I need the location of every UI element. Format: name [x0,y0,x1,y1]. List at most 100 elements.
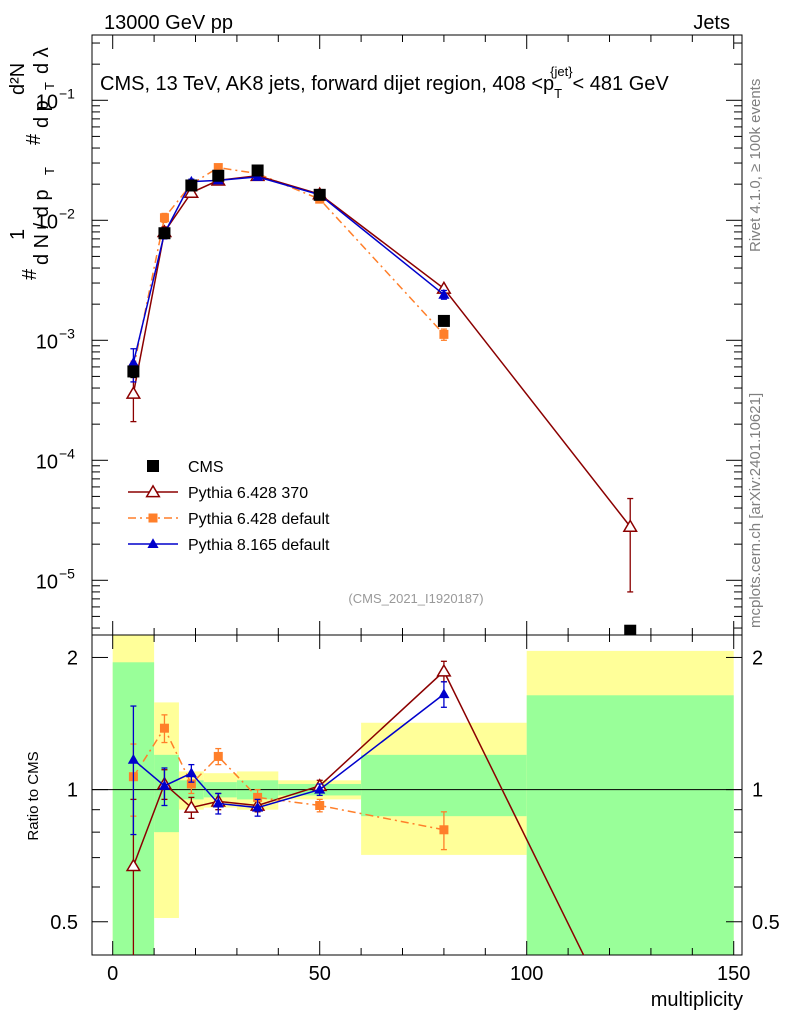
y-tick-exponent: −2 [59,205,75,221]
ratio-point-p6def [213,751,223,761]
ratio-point-p6370 [183,799,200,813]
ratio-point-p8 [185,767,197,778]
ratio-point-p8 [252,801,264,812]
ylabel-t2: T [42,82,57,90]
main-p6def [128,163,449,379]
ylabel-hash2: # [23,133,45,145]
y-tick-label-ratio-right: 0.5 [752,912,780,934]
y-tick-label-ratio: 1 [67,780,78,802]
y-tick-label-ratio: 0.5 [50,912,78,934]
main-point-cms [158,227,171,240]
main-point-p6def [159,213,169,223]
main-cms [127,164,637,635]
main-line-p8 [132,176,445,363]
rivet-version-text: Rivet 4.1.0, ≥ 100k events [747,79,764,252]
ratio-point-p8 [314,783,326,794]
ratio-point-p6370 [436,663,452,677]
y-tick-label-main: 10 [36,211,58,233]
main-point-cms [624,624,637,635]
main-p8 [127,171,450,383]
main-point-cms [127,365,140,378]
y-tick-exponent: −4 [59,445,75,461]
legend-label-p6def: Pythia 6.428 default [188,511,330,528]
main-axes: 10−110−210−310−410−5 [36,34,743,636]
x-tick-label: 50 [309,963,331,985]
main-point-p6370 [183,185,200,198]
y-tick-exponent: −3 [59,325,75,341]
ratio-point-p6370 [125,858,142,872]
mcplots-reference-text: mcplots.cern.ch [arXiv:2401.10621] [747,393,764,628]
main-series-layer [125,163,638,635]
header-right: Jets [693,12,730,34]
main-point-cms [251,164,264,177]
main-point-p8 [127,356,139,367]
ylabel-d2n: d²N [7,63,29,95]
main-point-p8 [438,288,450,299]
x-tick-label: 0 [107,963,118,985]
watermark: (CMS_2021_I1920187) [348,591,483,606]
title-sup: {jet} [550,64,573,79]
ratio-uncertainty-bands [112,635,734,955]
main-point-p6def [439,329,449,339]
main-point-p6def [213,163,223,173]
ratio-axes: 0 50 100 150 2 2 1 1 0.5 0.5 [50,634,780,985]
ratio-p8 [127,681,450,836]
main-point-cms [313,188,326,201]
ratio-point-p6370 [587,968,600,979]
x-tick-label: 150 [717,963,750,985]
ylabel-dn: d N / d p [31,189,53,265]
legend-marker-p6def [148,513,158,523]
chart-title: CMS, 13 TeV, AK8 jets, forward dijet reg… [100,64,669,101]
ylabel-dl: d λ [31,47,53,74]
x-axis-label: multiplicity [651,989,743,1011]
y-axis-label-ratio: Ratio to CMS [25,751,42,840]
legend-label-p8: Pythia 8.165 default [188,537,330,554]
y-axis-label-main: # 1 d N / d p T # d²N d p T d λ [7,47,57,280]
legend-label-cms: CMS [188,459,224,476]
ratio-band-green-7 [526,695,734,955]
ratio-series-layer [125,660,600,979]
y-tick-exponent: −1 [59,85,75,101]
ratio-point-p8 [127,753,139,764]
legend-marker-p6370 [145,484,161,498]
ylabel-t: T [42,167,57,175]
legend-label-p6370: Pythia 6.428 370 [188,485,308,502]
y-tick-label-main: 10 [36,571,58,593]
main-point-cms [212,169,225,182]
title-sub: T [554,86,562,101]
ratio-point-p6def [186,779,196,789]
y-tick-label-main: 10 [36,91,58,113]
ratio-point-p6def [253,792,263,802]
ylabel-hash: # [19,268,41,280]
main-point-cms [437,314,450,327]
y-tick-label-main: 10 [36,451,58,473]
y-tick-label-ratio-right: 1 [752,780,763,802]
main-point-p6370 [125,385,142,399]
legend-marker-cms [147,460,159,472]
ratio-frame [91,634,743,956]
ratio-point-p8 [212,797,224,808]
y-tick-label-ratio: 2 [67,647,78,669]
ylabel-dpt: d p [31,100,53,128]
y-tick-label-ratio-right: 2 [752,647,763,669]
main-point-p6370 [622,519,638,532]
ratio-point-p8 [158,780,171,790]
title-before: CMS, 13 TeV, AK8 jets, forward dijet reg… [100,73,554,95]
main-line-p6def [132,166,445,369]
ratio-point-p6def [159,723,169,733]
legend: CMS Pythia 6.428 370 Pythia 6.428 default P… [128,459,330,554]
ratio-point-p6def [439,825,449,835]
main-p6370 [125,168,638,593]
ylabel-one: 1 [7,229,29,240]
title-after: < 481 GeV [573,73,670,95]
header-left: 13000 GeV pp [104,12,233,34]
main-point-cms [185,179,198,192]
x-tick-label: 100 [510,963,543,985]
ratio-point-p8 [438,688,450,699]
y-tick-label-main: 10 [36,331,58,353]
ratio-band-green-6 [361,754,527,817]
y-tick-exponent: −5 [59,565,75,581]
ratio-point-p6def [315,801,325,811]
legend-marker-p8 [147,538,159,549]
